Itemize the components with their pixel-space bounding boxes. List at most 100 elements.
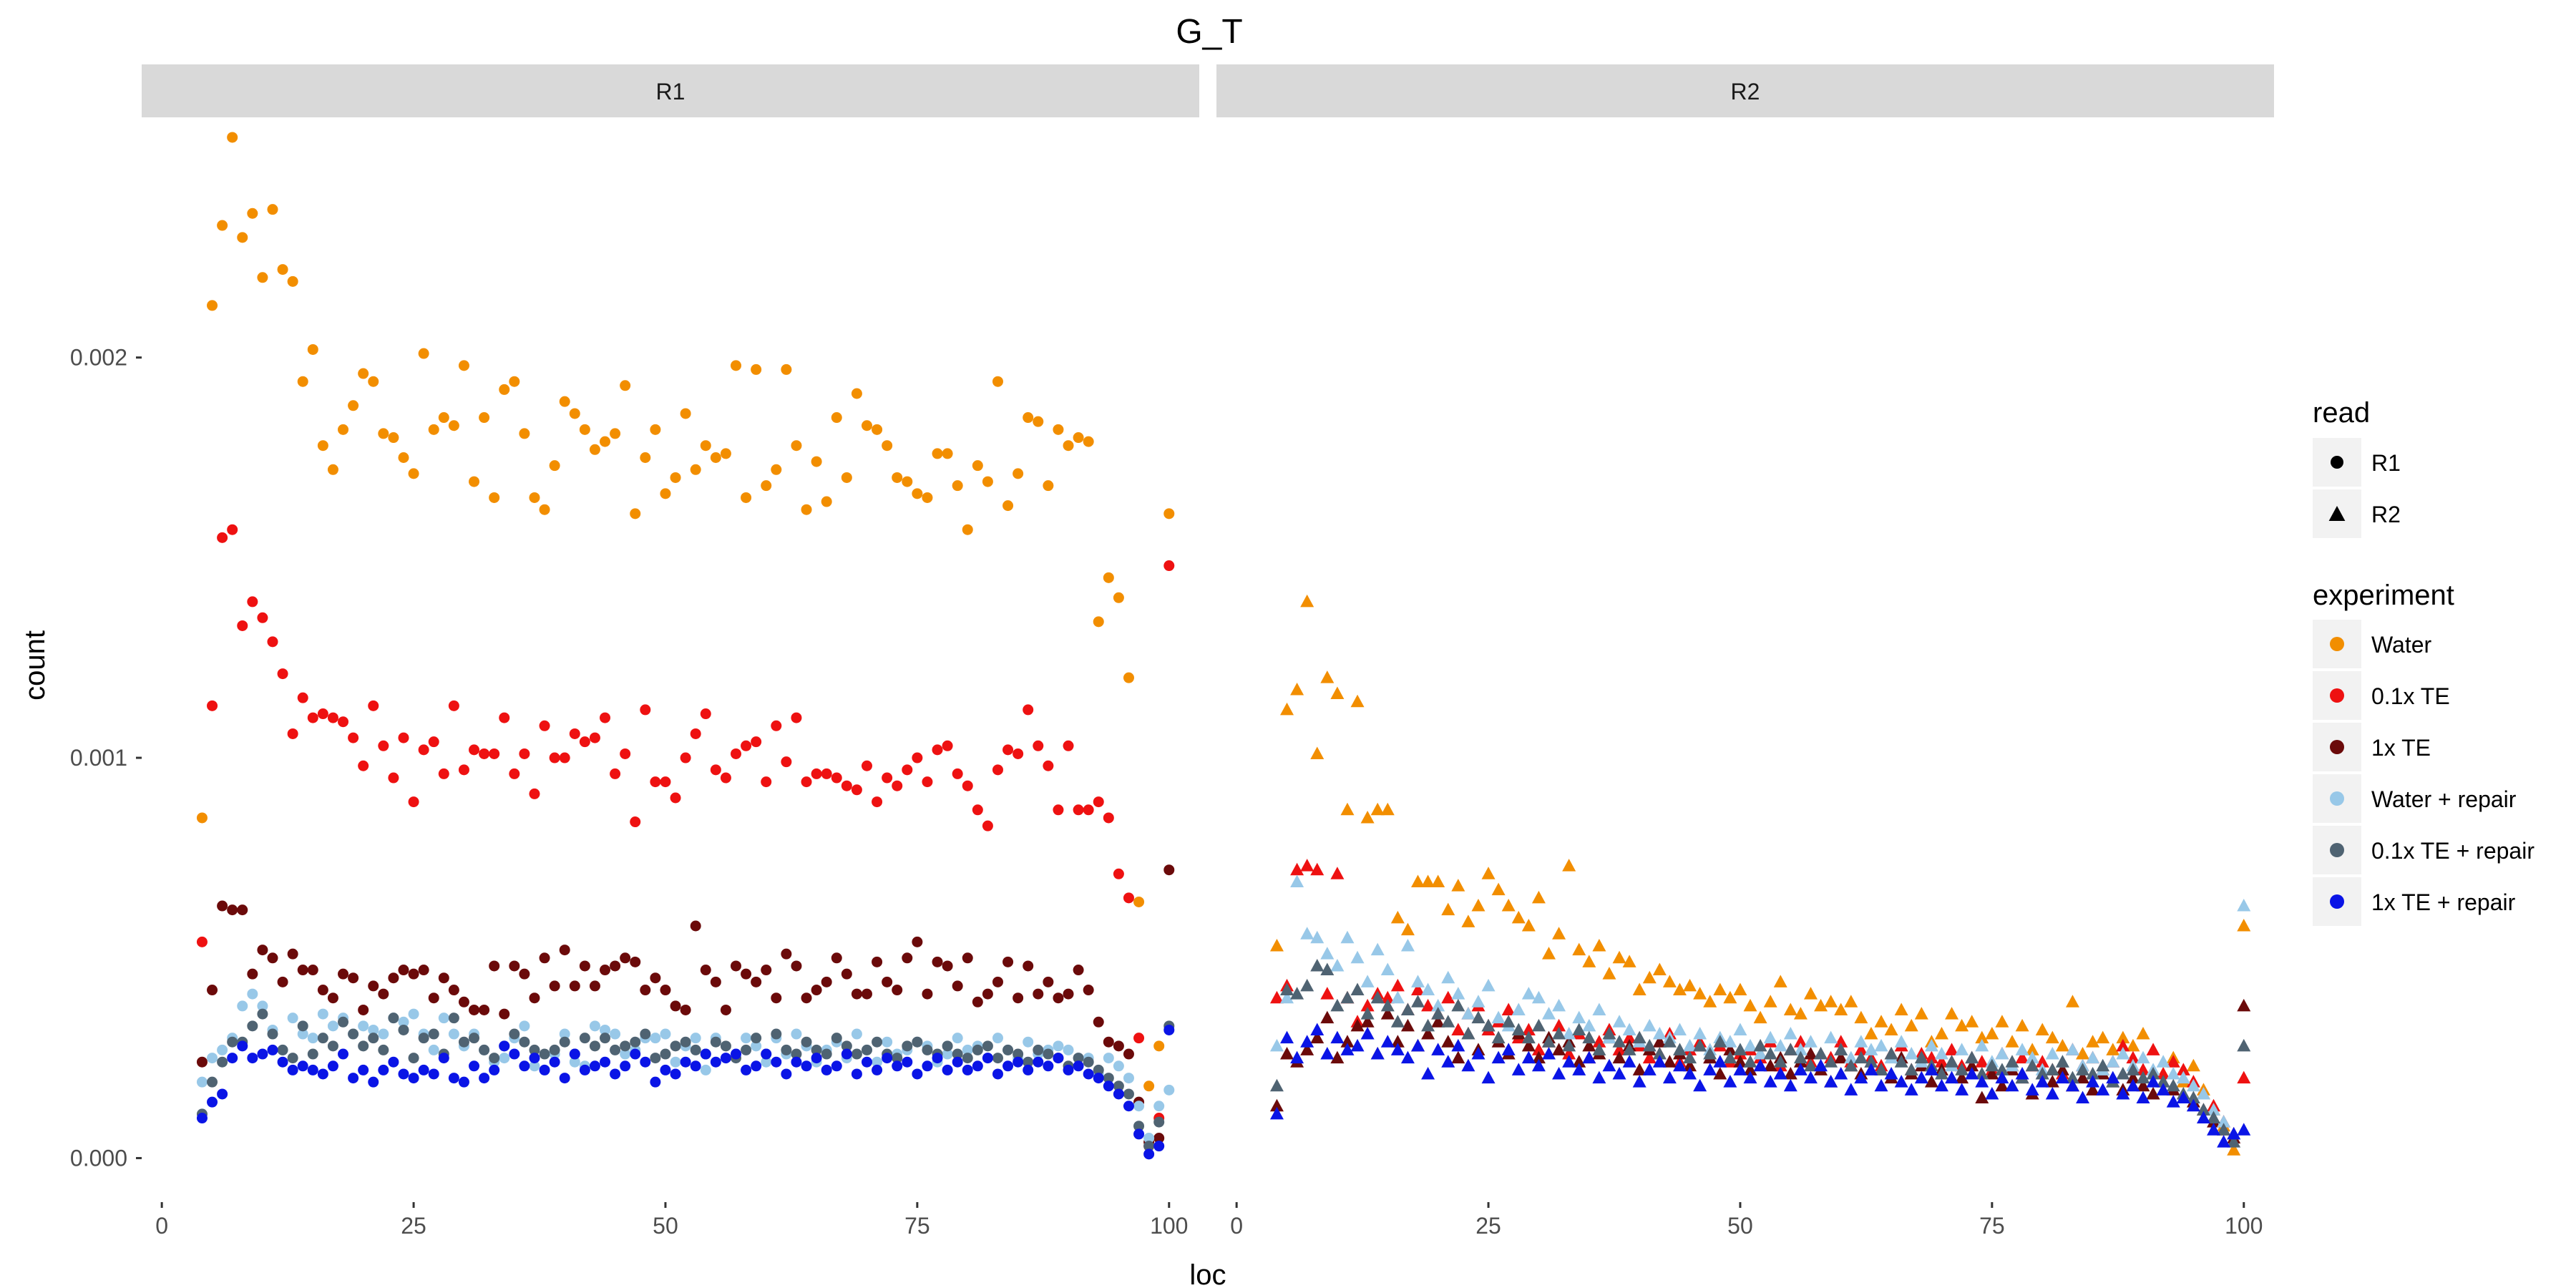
x-tick-label: 0 — [155, 1213, 168, 1239]
r1-1x-te-point — [458, 996, 469, 1008]
r2-water-point — [2015, 1018, 2029, 1032]
r1-1x-te-point — [388, 972, 399, 984]
r2-water-point — [1269, 938, 1284, 952]
r1-0-1x-te-point — [479, 748, 490, 759]
r1-0-1x-te-point — [1113, 868, 1124, 879]
r1-water-point — [811, 456, 822, 467]
r2-1x-te-repair-point — [1542, 1047, 1556, 1060]
r1-water-point — [620, 380, 631, 391]
r1-water-repair-point — [942, 1048, 953, 1060]
r1-1x-te-repair-point — [196, 1113, 208, 1124]
r1-0-1x-te-point — [267, 636, 278, 648]
r2-water-point — [1652, 962, 1667, 976]
r1-1x-te-repair-point — [761, 1048, 772, 1060]
r1-1x-te-point — [1043, 976, 1054, 987]
r2-0-1x-te-repair-point — [1884, 1047, 1898, 1060]
r1-0-1x-te-repair-point — [539, 1048, 550, 1060]
r2-0-1x-te-point — [2146, 1043, 2160, 1055]
r2-0-1x-te-repair-point — [1773, 1055, 1787, 1068]
r1-water-point — [821, 496, 832, 507]
r2-1x-te-repair-point — [1632, 1075, 1646, 1088]
r2-water-repair-point — [1673, 1023, 1687, 1035]
r2-water-repair-point — [1320, 947, 1335, 960]
r1-0-1x-te-point — [569, 728, 580, 739]
r2-1x-te-repair-point — [1703, 1063, 1717, 1075]
r2-1x-te-repair-point — [2166, 1095, 2180, 1108]
r1-1x-te-point — [751, 976, 762, 987]
r2-0-1x-te-repair-point — [2217, 1123, 2231, 1136]
r1-water-point — [992, 376, 1003, 387]
r1-water-repair-point — [589, 1020, 600, 1032]
facet-r1-strip — [142, 64, 1199, 117]
r2-water-point — [1914, 1007, 1928, 1020]
r1-1x-te-point — [529, 992, 540, 1004]
r2-1x-te-point — [1924, 1075, 1938, 1088]
r2-water-repair-point — [1542, 1007, 1556, 1020]
r2-0-1x-te-point — [2156, 1066, 2170, 1080]
r1-0-1x-te-repair-point — [952, 1048, 963, 1060]
r1-0-1x-te-repair-point — [489, 1053, 500, 1064]
r2-0-1x-te-repair-point — [1280, 982, 1294, 996]
r1-1x-te-repair-point — [509, 1048, 520, 1060]
r2-1x-te-repair-point — [1350, 1038, 1365, 1052]
r1-water-repair-point — [992, 1033, 1003, 1044]
r2-water-point — [1894, 1002, 1908, 1015]
r1-0-1x-te-point — [1093, 796, 1104, 808]
r1-0-1x-te-repair-point — [720, 1040, 731, 1052]
x-tick-label: 100 — [1150, 1213, 1188, 1239]
r1-water-repair-point — [297, 1028, 308, 1040]
r2-1x-te-repair-point — [2126, 1078, 2140, 1092]
r2-water-point — [2237, 919, 2251, 932]
r2-water-repair-point — [1481, 978, 1496, 992]
r1-0-1x-te-repair-point — [579, 1033, 590, 1044]
r2-0-1x-te-repair-point — [2156, 1075, 2170, 1088]
r1-0-1x-te-point — [771, 720, 782, 731]
r1-0-1x-te-repair-point — [600, 1033, 611, 1044]
r2-0-1x-te-repair-point — [1934, 1066, 1948, 1080]
r1-water-repair-point — [872, 1056, 883, 1068]
r2-0-1x-te-point — [2176, 1063, 2190, 1075]
r1-1x-te-repair-point — [458, 1076, 469, 1088]
r1-0-1x-te-point — [1083, 804, 1094, 816]
r1-water-point — [247, 208, 258, 219]
r1-1x-te-repair-point — [257, 1048, 268, 1060]
r1-0-1x-te-repair-point — [670, 1040, 681, 1052]
legend-experiment-title: experiment — [2313, 580, 2454, 611]
r1-1x-te-point — [287, 948, 298, 960]
r1-1x-te-repair-point — [751, 1060, 762, 1072]
r1-0-1x-te-repair-point — [529, 1044, 540, 1055]
r1-water-point — [559, 396, 570, 407]
r1-0-1x-te-point — [307, 712, 318, 723]
r1-water-point — [539, 504, 550, 515]
legend-water-repair-swatch — [2330, 791, 2344, 806]
r1-1x-te-point — [277, 976, 288, 987]
r2-water-repair-point — [2176, 1070, 2190, 1084]
r2-1x-te-repair-point — [1622, 1055, 1636, 1068]
r2-0-1x-te-repair-point — [1451, 998, 1465, 1012]
r2-1x-te-repair-point — [1592, 1070, 1606, 1084]
r1-water-repair-point — [408, 1008, 419, 1020]
r2-0-1x-te-repair-point — [2227, 1135, 2241, 1148]
r1-water-point — [418, 348, 429, 359]
r1-water-repair-point — [569, 1056, 580, 1068]
r1-water-point — [327, 464, 338, 475]
facet-r2-panel — [1269, 594, 2251, 1156]
r2-1x-te-repair-point — [1411, 1038, 1425, 1052]
r2-water-point — [1320, 670, 1335, 683]
r1-water-repair-point — [660, 1028, 671, 1040]
r2-1x-te-repair-point — [1924, 1063, 1938, 1075]
r1-0-1x-te-repair-point — [1103, 1073, 1114, 1084]
r1-water-point — [317, 440, 328, 452]
r1-0-1x-te-point — [690, 728, 701, 739]
r2-0-1x-te-repair-point — [1975, 1066, 1989, 1080]
r1-water-repair-point — [559, 1028, 570, 1040]
r2-water-point — [2126, 1038, 2140, 1052]
r1-1x-te-repair-point — [418, 1064, 429, 1075]
r2-water-point — [1521, 919, 1536, 932]
r2-water-point — [2055, 1038, 2069, 1052]
r1-0-1x-te-repair-point — [1033, 1044, 1044, 1055]
r1-0-1x-te-repair-point — [1002, 1044, 1014, 1055]
r2-0-1x-te-repair-point — [1652, 1047, 1667, 1060]
r2-1x-te-repair-point — [1733, 1063, 1747, 1075]
r1-1x-te-point — [549, 980, 560, 992]
